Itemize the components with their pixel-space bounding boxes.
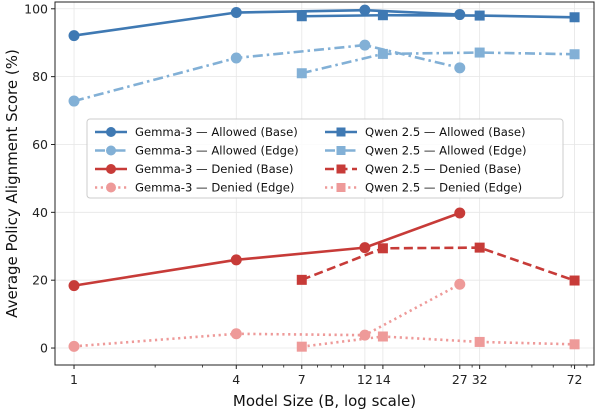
series-5 bbox=[296, 47, 580, 79]
legend-label: Gemma-3 — Denied (Base) bbox=[135, 162, 293, 176]
legend-item: Qwen 2.5 — Allowed (Edge) bbox=[325, 144, 527, 158]
data-point bbox=[296, 11, 307, 22]
x-tick-label: 4 bbox=[232, 372, 240, 387]
legend-item: Gemma-3 — Denied (Base) bbox=[95, 162, 293, 176]
y-tick-label: 60 bbox=[32, 137, 48, 152]
data-point bbox=[569, 12, 580, 23]
data-point bbox=[359, 39, 371, 51]
y-tick-label: 100 bbox=[24, 1, 48, 16]
legend-swatch-marker bbox=[106, 145, 116, 156]
x-tick-label: 72 bbox=[567, 372, 583, 387]
data-point bbox=[68, 30, 80, 42]
data-point bbox=[230, 52, 242, 64]
legend-label: Qwen 2.5 — Denied (Base) bbox=[365, 162, 521, 176]
legend-label: Gemma-3 — Allowed (Base) bbox=[135, 125, 298, 139]
data-point bbox=[68, 95, 80, 107]
data-point bbox=[377, 331, 388, 342]
legend-item: Gemma-3 — Allowed (Edge) bbox=[95, 144, 299, 158]
legend-item: Qwen 2.5 — Denied (Edge) bbox=[325, 181, 522, 195]
series-6 bbox=[296, 242, 580, 286]
series-line bbox=[73, 211, 461, 287]
x-axis-title: Model Size (B, log scale) bbox=[233, 392, 416, 410]
plot-frame bbox=[54, 1, 595, 366]
data-point bbox=[474, 47, 485, 58]
x-tick-label: 14 bbox=[375, 372, 391, 387]
legend-label: Qwen 2.5 — Allowed (Edge) bbox=[365, 144, 527, 158]
series-line bbox=[301, 246, 575, 282]
legend-item: Qwen 2.5 — Denied (Base) bbox=[325, 162, 521, 176]
series-3 bbox=[68, 278, 466, 352]
data-point bbox=[230, 328, 242, 340]
data-point bbox=[377, 48, 388, 59]
data-point bbox=[454, 207, 466, 219]
series-1 bbox=[68, 39, 466, 107]
data-point bbox=[296, 68, 307, 79]
data-point bbox=[68, 340, 80, 352]
legend-item: Qwen 2.5 — Allowed (Base) bbox=[325, 125, 526, 139]
data-point bbox=[359, 242, 371, 254]
data-point bbox=[68, 280, 80, 292]
series-group bbox=[68, 4, 580, 352]
series-line bbox=[73, 283, 461, 348]
series-7 bbox=[296, 331, 580, 352]
series-4 bbox=[296, 10, 580, 23]
x-tick-label: 1 bbox=[70, 372, 78, 387]
series-2 bbox=[68, 207, 466, 292]
data-point bbox=[454, 62, 466, 74]
legend-box bbox=[86, 118, 564, 199]
legend-label: Gemma-3 — Denied (Edge) bbox=[135, 181, 294, 195]
data-point bbox=[296, 274, 307, 285]
legend-swatch-marker bbox=[336, 183, 346, 192]
series-line bbox=[301, 335, 575, 348]
series-line bbox=[301, 51, 575, 75]
data-point bbox=[230, 7, 242, 19]
data-point bbox=[377, 10, 388, 21]
legend: Gemma-3 — Allowed (Base) Gemma-3 — Allowe… bbox=[86, 118, 564, 199]
data-point bbox=[359, 329, 371, 341]
data-point bbox=[474, 336, 485, 347]
legend-item: Gemma-3 — Allowed (Base) bbox=[95, 125, 298, 139]
data-point bbox=[569, 49, 580, 60]
data-point bbox=[296, 341, 307, 352]
series-line bbox=[73, 43, 461, 103]
y-tick-label: 0 bbox=[40, 341, 48, 356]
y-tick-label: 40 bbox=[32, 205, 48, 220]
legend-swatch-marker bbox=[106, 164, 116, 174]
y-tick-label: 20 bbox=[32, 273, 48, 288]
legend-label: Gemma-3 — Allowed (Edge) bbox=[135, 144, 299, 158]
legend-item: Gemma-3 — Denied (Edge) bbox=[95, 181, 294, 195]
data-point bbox=[230, 254, 242, 266]
data-point bbox=[569, 275, 580, 286]
y-axis-title: Average Policy Alignment Score (%) bbox=[3, 49, 21, 318]
data-point bbox=[454, 278, 466, 290]
legend-swatch-marker bbox=[106, 182, 116, 193]
x-tick-label: 12 bbox=[357, 372, 373, 387]
legend-label: Qwen 2.5 — Allowed (Base) bbox=[365, 125, 526, 139]
legend-swatch-marker bbox=[336, 164, 346, 174]
data-point bbox=[474, 10, 485, 21]
data-point bbox=[377, 243, 388, 254]
data-point bbox=[474, 242, 485, 253]
x-tick-label: 27 bbox=[452, 372, 468, 387]
series-line bbox=[301, 13, 575, 19]
data-point bbox=[359, 4, 371, 16]
x-tick-label: 7 bbox=[298, 372, 306, 387]
legend-swatch-marker bbox=[336, 127, 346, 137]
legend-swatch-marker bbox=[106, 127, 116, 137]
legend-swatch-marker bbox=[336, 146, 346, 155]
y-tick-label: 80 bbox=[32, 69, 48, 84]
legend-label: Qwen 2.5 — Denied (Edge) bbox=[365, 181, 522, 195]
data-point bbox=[569, 339, 580, 350]
x-tick-label: 32 bbox=[472, 372, 488, 387]
